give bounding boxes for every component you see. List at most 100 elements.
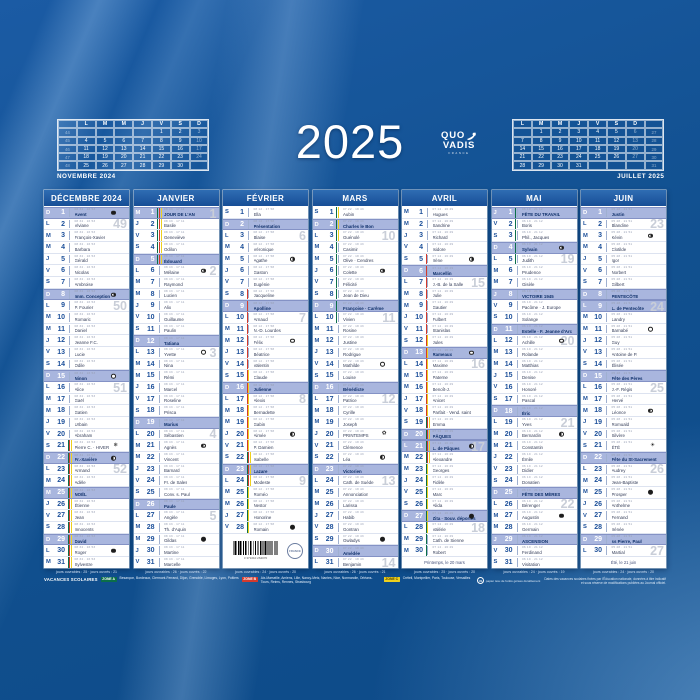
day-row: V 14 07 22 · 18 43 Mathilde — [312, 358, 398, 371]
sun-times: 08 12 · 17 58 — [253, 440, 275, 445]
weekday-letter: D — [314, 548, 319, 555]
mini-day-cell: 6 — [625, 128, 645, 137]
day-number: 26 — [594, 500, 602, 508]
saint-name: Ferdinand — [522, 550, 542, 556]
day-row: M 25 08 34 · 16 53 NOËL — [44, 487, 129, 499]
mini-day-cell: 5 — [606, 128, 626, 137]
zone-b-stripe — [427, 452, 429, 463]
day-text: 05 48 · 21 51 Barnabé — [606, 324, 632, 334]
zone-a-stripe — [67, 534, 69, 545]
day-row: S 5 07 14 · 20 29 Irène — [402, 253, 487, 266]
day-text: 07 14 · 20 29 Jules — [427, 336, 453, 346]
weekday-letter: D — [135, 338, 140, 345]
certification-text: papier issu de forêts gérées durablement — [485, 578, 541, 583]
weekday-letter: V — [225, 361, 229, 368]
vacation-stripes — [336, 207, 339, 218]
day-text: 08 12 · 17 58 Lazare — [248, 465, 274, 474]
weekday-letter: S — [493, 314, 498, 321]
day-text: 08 34 · 16 53 Innocents — [69, 522, 95, 532]
day-row: L 2 05 48 · 21 51 Blandine 23 — [581, 218, 666, 231]
weekday-letter: J — [135, 547, 139, 554]
day-number: 15 — [146, 372, 155, 380]
zone-c-stripe — [248, 498, 250, 510]
weekday-letter: M — [493, 267, 499, 274]
zone-b-stripe — [425, 358, 427, 370]
zone-b-stripe — [246, 405, 248, 417]
sun-times: 07 22 · 18 43 — [343, 323, 364, 328]
weekday-letter: J — [314, 349, 318, 356]
saint-name: Barbara — [74, 246, 91, 252]
saint-name: Abraham — [74, 433, 93, 439]
weekday-letter: M — [493, 431, 499, 438]
day-number: 15 — [415, 372, 423, 380]
day-text: 08 12 · 17 58 Alexis — [248, 394, 274, 404]
sun-times: 07 14 · 20 29 — [432, 300, 454, 305]
sun-times: 08 34 · 16 53 — [74, 289, 96, 294]
day-text: 05 48 · 21 51 Norbert — [606, 266, 632, 276]
day-number: 6 — [61, 267, 65, 275]
legend-row: VACANCES SCOLAIRES ZONE A Besançon, Borde… — [44, 576, 666, 585]
vacation-stripes — [67, 534, 73, 545]
sun-times: 06 19 · 21 12 — [522, 417, 543, 422]
sun-times: 08 12 · 17 58 — [253, 452, 275, 457]
saint-name: Innocents — [74, 526, 94, 532]
zone-c-stripe — [427, 393, 429, 405]
day-number: 26 — [504, 500, 513, 508]
vacation-stripes — [425, 487, 429, 498]
sun-times: 05 48 · 21 51 — [611, 417, 633, 422]
day-row: S 7 08 34 · 16 53 Ambroise — [44, 277, 129, 289]
sun-times: 08 12 · 17 58 — [253, 417, 275, 422]
zone-a-stripe — [425, 522, 427, 533]
day-row: D 15 08 34 · 16 53 Ninon — [44, 370, 129, 383]
day-row: S 18 08 43 · 17 11 Prisca — [133, 405, 219, 418]
saint-name: Jacqueline — [253, 293, 275, 299]
saint-name: Gautier — [432, 305, 447, 311]
day-number: 20 — [57, 430, 65, 438]
mini-calendar-label: NOVEMBRE 2024 — [57, 173, 116, 181]
sun-times: 07 22 · 18 43 — [343, 370, 364, 375]
day-number: 8 — [240, 290, 244, 298]
saint-name: Joseph — [343, 421, 358, 427]
moon-phase-icon — [200, 268, 206, 273]
mini-week-number: 27 — [644, 128, 664, 137]
saint-name: Nicolas — [74, 270, 89, 276]
saint-name: Étienne — [74, 503, 90, 509]
sun-times: 08 43 · 17 11 — [164, 382, 185, 387]
day-text: 07 22 · 18 43 Victorien — [337, 465, 364, 474]
sun-times: 05 48 · 21 51 — [611, 230, 633, 235]
zone-b-stripe — [246, 417, 248, 428]
saint-name: Éric — [522, 410, 531, 416]
weekday-letter: M — [493, 524, 499, 531]
vacation-stripes — [246, 335, 248, 347]
zone-b-stripe — [425, 370, 427, 382]
saint-name: Benjamin — [343, 561, 362, 567]
day-row: V 11 07 14 · 20 29 Stanislas — [402, 323, 487, 336]
saint-name: Justine — [343, 340, 357, 346]
day-text: 07 14 · 20 29 Valérie — [427, 522, 453, 532]
sun-times: 08 12 · 17 58 — [253, 370, 275, 375]
day-row: D 4 06 19 · 21 12 Sylvain — [491, 242, 577, 254]
day-text: 08 34 · 16 53 François-Xavier — [69, 231, 105, 241]
day-text: 05 48 · 21 51 Fernand — [606, 511, 632, 521]
day-number: 6 — [150, 267, 155, 275]
day-number: 4 — [598, 243, 602, 251]
saint-name: Audrey — [611, 468, 626, 474]
day-text: 08 34 · 16 53 Nicolas — [69, 266, 95, 276]
day-row: L 17 07 22 · 18 43 Patrice 12 — [312, 393, 398, 406]
weekday-letter: M — [314, 489, 320, 496]
day-row: S 11 08 43 · 17 11 Paulin — [133, 323, 219, 336]
mini-week-row: 46 11 12 13 14 15 16 17 — [58, 144, 209, 154]
day-row: M 18 08 12 · 17 58 Bernadette — [223, 405, 308, 418]
weekday-letter: L — [493, 501, 498, 508]
sun-times: 07 22 · 18 43 — [343, 487, 364, 492]
month-stats: jours ouvrables : 26 · jours ouvrés : 22 — [145, 570, 207, 574]
saint-name: Judith — [522, 258, 534, 264]
sun-times: 08 34 · 16 53 — [74, 498, 96, 503]
day-text: 08 43 · 17 11 Paulin — [158, 324, 185, 334]
weekday-letter: J — [135, 221, 139, 227]
day-row: J 17 07 14 · 20 29 Anicet — [402, 393, 487, 406]
day-text: 06 19 · 21 12 Constantin — [516, 441, 543, 451]
day-number: 14 — [594, 360, 602, 368]
day-row: S 7 05 48 · 21 51 Gilbert — [581, 277, 666, 289]
day-row: M 28 06 19 · 21 12 Germain — [491, 522, 577, 534]
